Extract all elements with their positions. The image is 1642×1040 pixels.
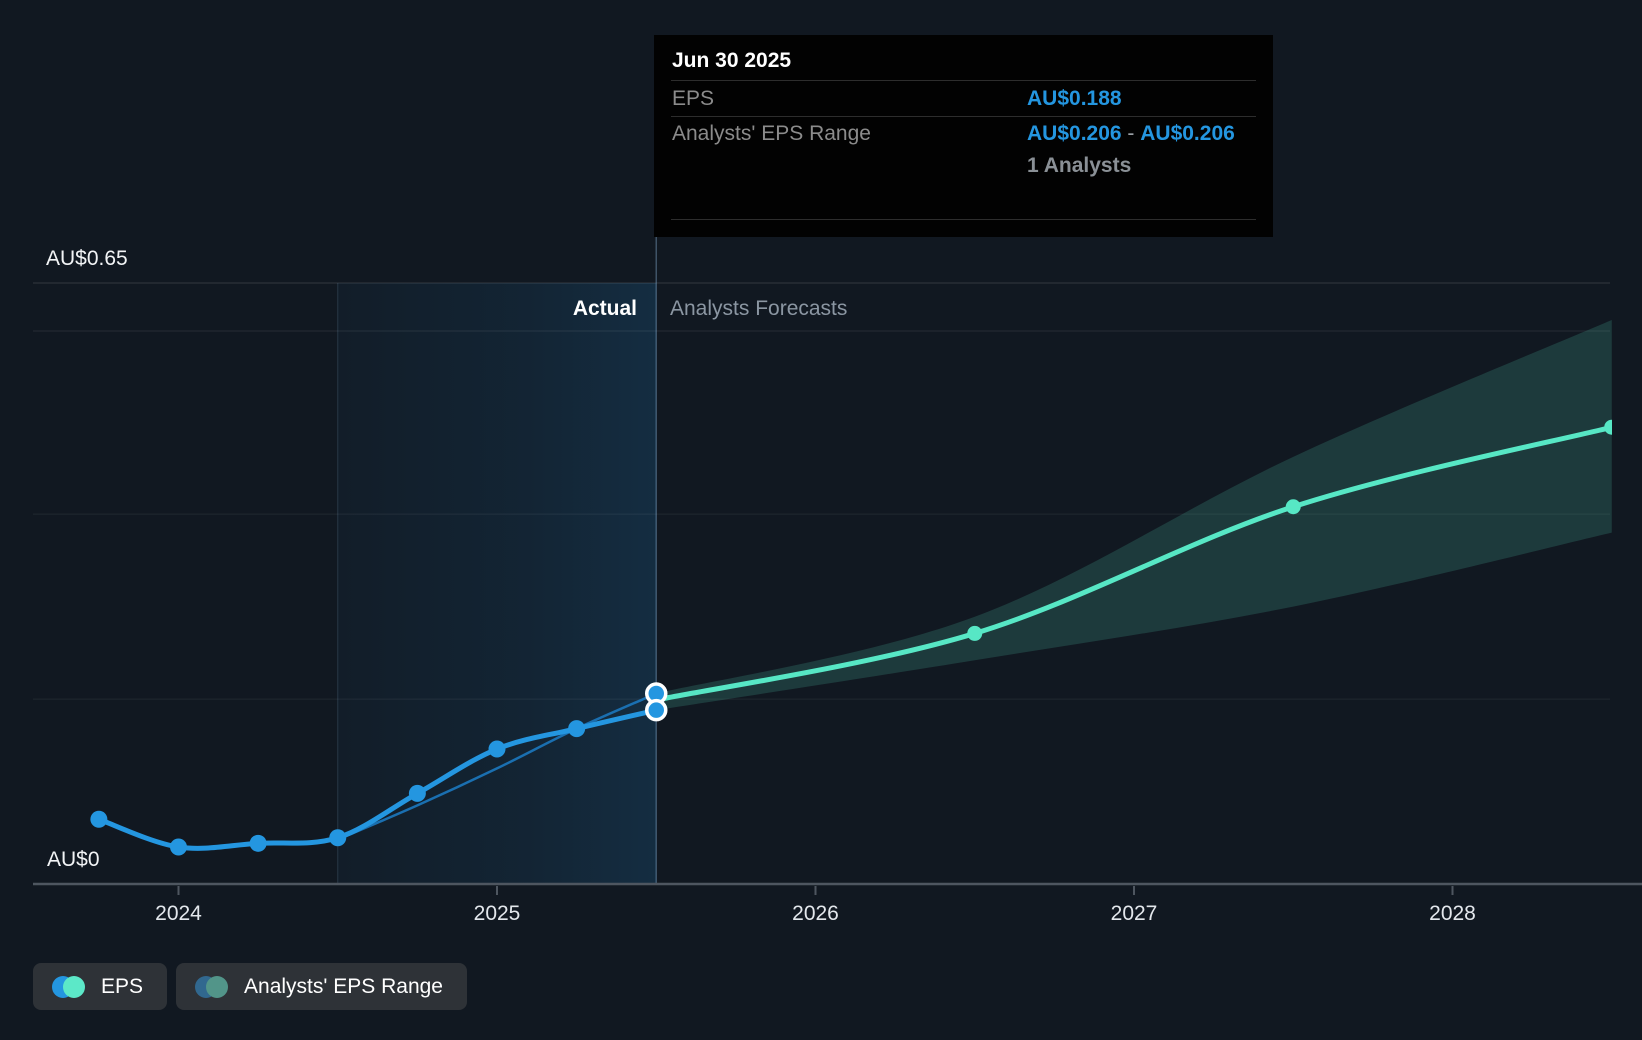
- legend-eps-label: EPS: [101, 974, 144, 998]
- forecast-section-label: Analysts Forecasts: [670, 297, 848, 320]
- x-tick-label-2025: 2025: [473, 902, 521, 925]
- tooltip-analysts-count: 1 Analysts: [1027, 154, 1132, 177]
- legend-range-label: Analysts' EPS Range: [244, 974, 443, 998]
- tooltip-eps-value: AU$0.188: [1027, 87, 1122, 110]
- x-tick-label-2026: 2026: [792, 902, 839, 925]
- tooltip-range-label: Analysts' EPS Range: [672, 122, 871, 145]
- chart-tooltip: Jun 30 2025 EPS AU$0.188 Analysts' EPS R…: [654, 35, 1273, 237]
- tooltip-divider: [671, 116, 1256, 117]
- tooltip-eps-label: EPS: [672, 87, 715, 110]
- legend-item-eps[interactable]: EPS: [33, 963, 168, 1010]
- legend-item-eps-range[interactable]: Analysts' EPS Range: [176, 963, 467, 1010]
- tooltip-divider: [671, 80, 1256, 81]
- chart-legend: EPS Analysts' EPS Range: [33, 963, 467, 1010]
- actual-section-label: Actual: [572, 297, 637, 320]
- tooltip-range-value: AU$0.206 - AU$0.206: [1027, 122, 1235, 145]
- y-axis-max-label: AU$0.65: [46, 247, 128, 270]
- tooltip-divider: [671, 219, 1256, 220]
- tooltip-date-title: Jun 30 2025: [672, 49, 792, 72]
- range-teal-dot-icon: [206, 975, 229, 998]
- eps-teal-dot-icon: [63, 975, 85, 998]
- x-tick-label-2028: 2028: [1429, 902, 1476, 925]
- y-axis-zero-label: AU$0: [47, 848, 100, 871]
- x-tick-label-2024: 2024: [155, 902, 202, 925]
- x-tick-label-2027: 2027: [1110, 902, 1158, 925]
